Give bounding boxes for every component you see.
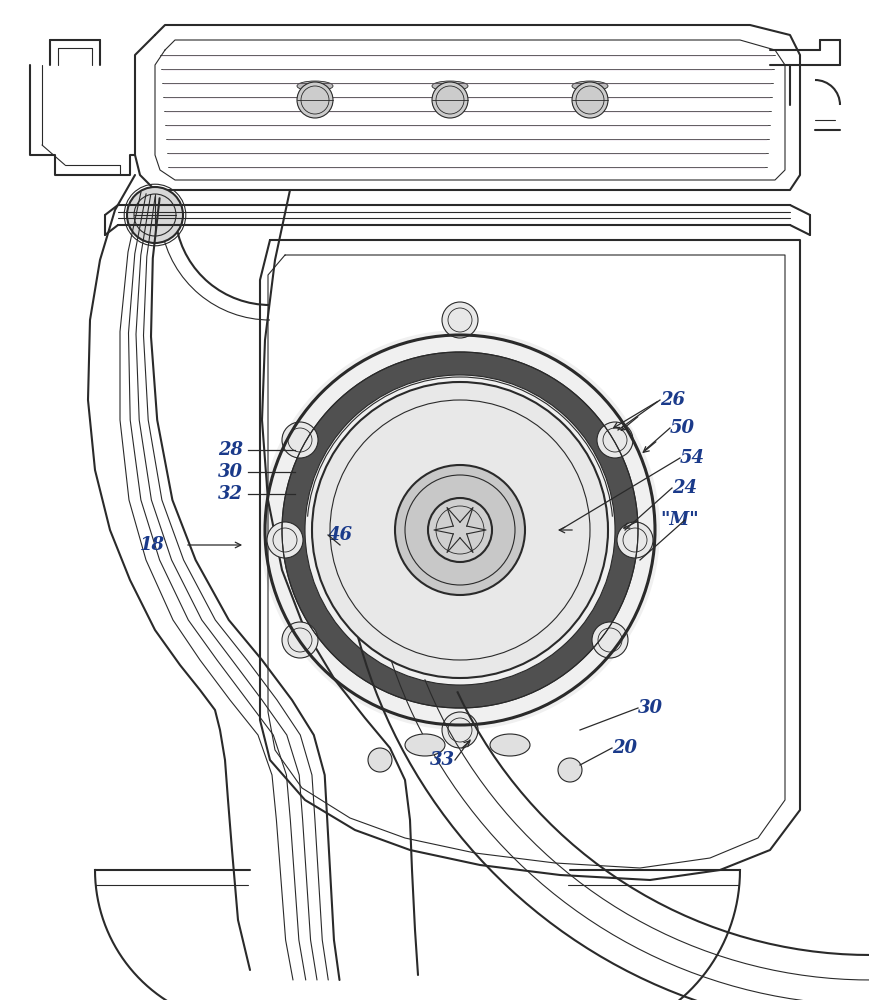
- Circle shape: [442, 712, 478, 748]
- Circle shape: [432, 82, 468, 118]
- Text: 28: 28: [218, 441, 243, 459]
- Circle shape: [368, 748, 392, 772]
- Ellipse shape: [297, 81, 333, 91]
- Circle shape: [267, 522, 303, 558]
- Text: 20: 20: [612, 739, 637, 757]
- Text: 30: 30: [218, 463, 243, 481]
- Text: 24: 24: [672, 479, 697, 497]
- Text: 54: 54: [680, 449, 705, 467]
- Circle shape: [282, 422, 318, 458]
- Text: "M": "M": [660, 511, 699, 529]
- Text: 33: 33: [430, 751, 455, 769]
- Circle shape: [312, 382, 608, 678]
- Text: 18: 18: [140, 536, 165, 554]
- Circle shape: [127, 187, 183, 243]
- Ellipse shape: [490, 734, 530, 756]
- Circle shape: [260, 330, 660, 730]
- Ellipse shape: [572, 81, 608, 91]
- Circle shape: [558, 758, 582, 782]
- Text: 50: 50: [670, 419, 695, 437]
- Text: 26: 26: [660, 391, 685, 409]
- Circle shape: [597, 422, 633, 458]
- Circle shape: [572, 82, 608, 118]
- Circle shape: [617, 522, 653, 558]
- Circle shape: [282, 622, 318, 658]
- Ellipse shape: [405, 734, 445, 756]
- Circle shape: [428, 498, 492, 562]
- Text: 32: 32: [218, 485, 243, 503]
- Circle shape: [592, 622, 628, 658]
- Circle shape: [297, 82, 333, 118]
- Circle shape: [442, 302, 478, 338]
- Circle shape: [395, 465, 525, 595]
- Text: 30: 30: [638, 699, 663, 717]
- Text: 46: 46: [328, 526, 353, 544]
- Ellipse shape: [432, 81, 468, 91]
